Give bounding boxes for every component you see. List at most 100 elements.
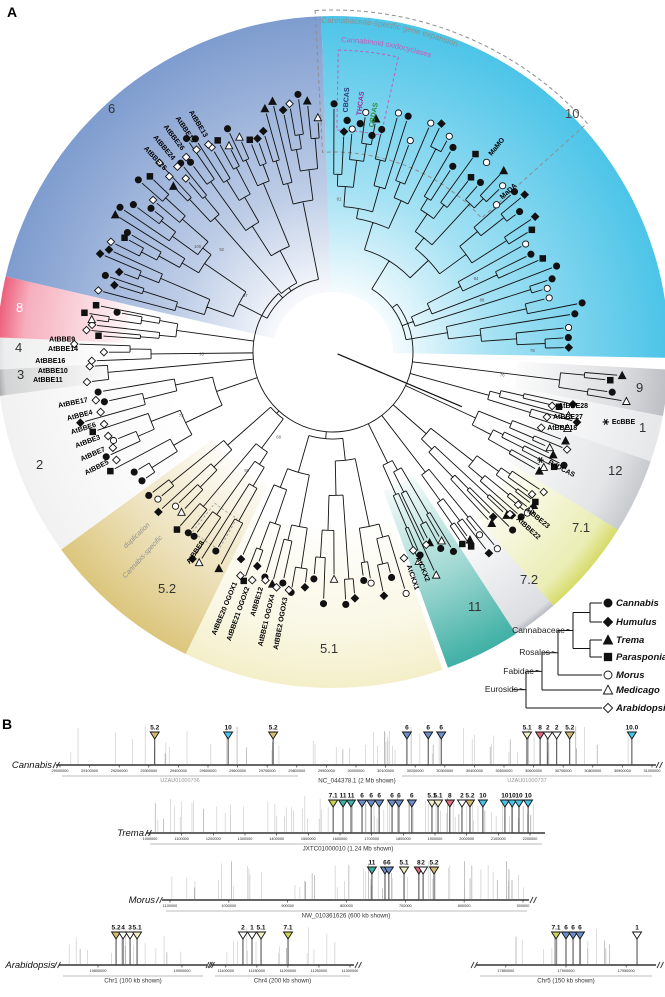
clade-marker-2 <box>237 931 249 940</box>
clade-marker-label: 6 <box>578 925 582 932</box>
clade-branches-7.2 <box>381 415 495 550</box>
clade-marker-10 <box>522 799 534 808</box>
clade-sector-3 <box>0 363 107 396</box>
cannabinoid-oxidocyclase-box <box>336 49 399 136</box>
clade-marker-5.1 <box>521 731 533 740</box>
clade-marker-4 <box>117 931 129 940</box>
clade-marker-6 <box>386 799 398 808</box>
arabidopsis-segment-2: 11100000 11150000 11200000 11250000 11300000… <box>205 925 362 985</box>
axis-tick-label: 17850000 <box>497 969 514 973</box>
support-value: 88 <box>480 298 485 303</box>
clade-marker-label: 5.2 <box>430 860 439 867</box>
clade-marker-label: 2 <box>546 725 550 732</box>
axis-tick-label: 30300000 <box>436 769 453 773</box>
legend-group-cannabaceae: Cannabaceae <box>512 625 565 635</box>
axis-tick-label: 1000000 <box>143 837 158 841</box>
legend-group-arrow <box>519 688 525 690</box>
contig-label-left: UZAU01000736 <box>160 778 199 784</box>
axis-tick-label: 11200000 <box>280 969 297 973</box>
gene-label-AtBBE28: AtBBE28 <box>558 403 588 410</box>
clade-marker-label: 10 <box>501 793 509 800</box>
clade-number-3: 3 <box>17 367 24 382</box>
legend-group-eurosids: Eurosids <box>485 684 518 694</box>
chromosome-label: Chr1 (100 kb shown) <box>104 978 161 985</box>
support-value: 84 <box>474 276 479 281</box>
clade-marker-label: 6 <box>405 725 409 732</box>
clade-marker-6 <box>356 799 368 808</box>
legend-taxon-morus: Morus <box>616 670 645 681</box>
clade-sector-5.2 <box>61 438 269 654</box>
clade-marker-6 <box>567 931 579 940</box>
legend-group-fabidae: Fabidae <box>503 666 534 676</box>
axis-tick-label: 29700000 <box>259 769 276 773</box>
axis-tick-label: 1500000 <box>301 837 316 841</box>
axis-tick-label: 2000000 <box>459 837 474 841</box>
clade-marker-6 <box>383 866 395 875</box>
clade-marker-label: 6 <box>387 860 391 867</box>
clade-marker-label: 10 <box>479 793 487 800</box>
clade-marker-label: 6 <box>397 793 401 800</box>
species-legend: Cannabis Humulus Trema Parasponia Morus Medic… <box>485 598 665 714</box>
axis-tick-label: 30100000 <box>377 769 394 773</box>
track-name-cannabis: Cannabis <box>12 760 52 771</box>
track-name-trema: Trema <box>117 828 144 839</box>
gene-label-CBDAS: CBDAS <box>368 102 379 128</box>
axis-tick-label: 29500000 <box>200 769 217 773</box>
clade-marker-10 <box>499 799 511 808</box>
gene-label-AtBBE9: AtBBE9 <box>49 337 75 344</box>
clade-marker-label: 6 <box>383 860 387 867</box>
clade-marker-label: 6 <box>426 725 430 732</box>
clade-number-7.2: 7.2 <box>520 572 538 587</box>
clade-marker-label: 7.1 <box>329 793 338 800</box>
clade-marker-11 <box>366 866 378 875</box>
panel-b-label: B <box>2 716 13 732</box>
cannabis-duplication-bracket <box>192 502 238 551</box>
contig-label-right: UZAU01000737 <box>507 778 546 784</box>
gene-label-AtBBE27: AtBBE27 <box>553 414 583 421</box>
clade-marker-label: 5.2 <box>112 925 121 932</box>
clade-marker-label: 4 <box>121 925 125 932</box>
axis-tick-label: 700000 <box>399 904 412 908</box>
axis-tick-label: 1700000 <box>364 837 379 841</box>
clade-number-5.1: 5.1 <box>320 641 338 656</box>
axis-tick-label: 30800000 <box>584 769 601 773</box>
clade-number-4: 4 <box>15 340 22 355</box>
clade-branches-6 <box>103 99 320 319</box>
track-arabidopsis: Arabidopsis 19800000 19900000 Chr1 (100 kb … <box>4 925 664 985</box>
clade-marker-label: 11 <box>368 860 375 867</box>
clade-marker-6 <box>401 731 413 740</box>
arabidopsis-segment-3: 17850000 17900000 17950000 Chr5 (150 kb sho… <box>470 925 664 985</box>
legend-taxon-cannabis: Cannabis <box>616 598 659 609</box>
clade-marker-label: 6 <box>390 793 394 800</box>
clade-marker-label: 5.1 <box>400 860 409 867</box>
axis-tick-label: 1100000 <box>163 904 178 908</box>
clade-branches-12 <box>405 385 563 469</box>
clade-branches-5.1 <box>242 431 406 600</box>
axis-tick-label: 29900000 <box>318 769 335 773</box>
clade-marker-10 <box>506 799 518 808</box>
support-value: 68 <box>276 435 281 440</box>
clade-marker-5.1 <box>255 931 267 940</box>
clade-number-1: 1 <box>639 420 646 435</box>
clade-sector-11 <box>383 476 516 668</box>
axis-tick-label: 30200000 <box>407 769 424 773</box>
legend-group-arrow <box>551 651 557 653</box>
axis-tick-label: 1800000 <box>396 837 411 841</box>
clade-sector-7.2 <box>457 524 554 634</box>
cannabaceae-expansion-box <box>314 9 588 219</box>
clade-marker-6 <box>365 799 377 808</box>
support-value: 100 <box>194 244 202 249</box>
track-morus: Morus 1100000 1000000 900000 800000 700000 600… <box>129 860 537 920</box>
axis-tick-label: 11100000 <box>218 969 234 973</box>
clade-marker-label: 10 <box>225 725 233 732</box>
clade-marker-5.2 <box>267 731 279 740</box>
axis-tick-label: 29600000 <box>229 769 246 773</box>
clade-marker-label: 1 <box>635 925 639 932</box>
legend-group-rosales: Rosales <box>519 647 550 657</box>
support-value: 97 <box>243 293 248 298</box>
axis-tick-label: 17950000 <box>618 969 635 973</box>
clade-marker-8 <box>534 731 546 740</box>
track-name-arabidopsis: Arabidopsis <box>4 960 55 971</box>
